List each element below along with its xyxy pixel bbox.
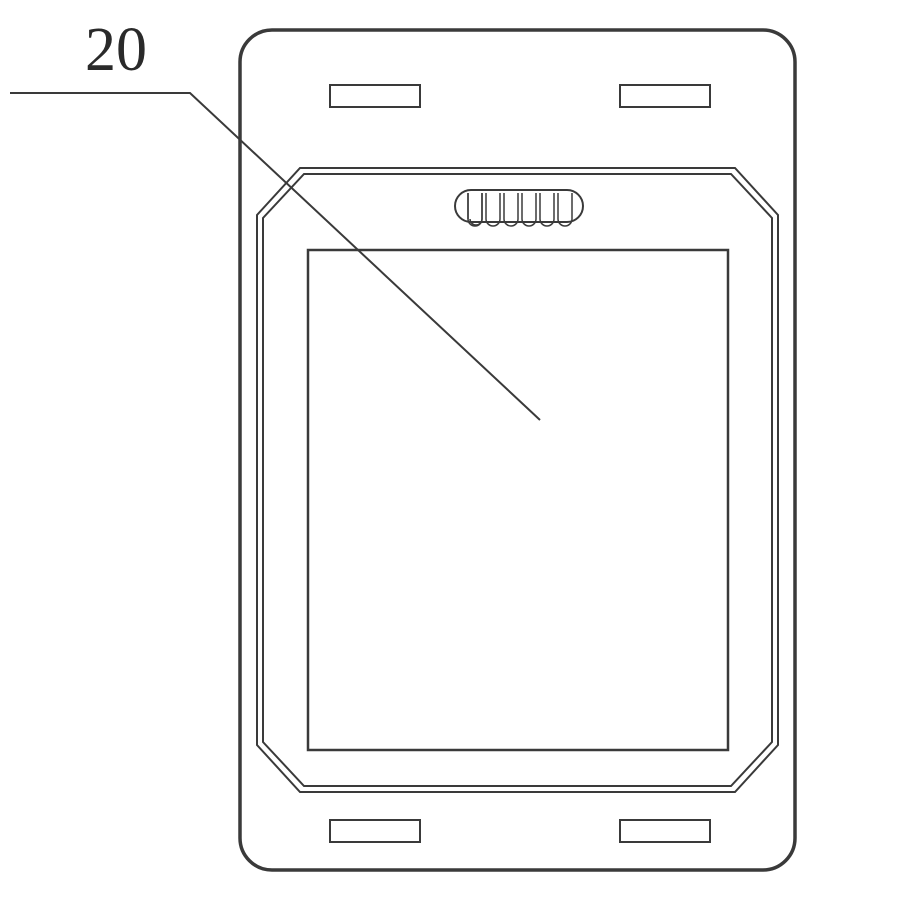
part-label-20: 20: [85, 16, 147, 84]
top-slot-left: [330, 85, 420, 107]
speaker-grille: [455, 190, 583, 226]
inner-panel: [257, 168, 778, 792]
bottom-slots: [330, 820, 710, 842]
display-screen: [308, 250, 728, 750]
leader-line: [10, 93, 540, 420]
bottom-slot-left: [330, 820, 420, 842]
top-slots: [330, 85, 710, 107]
bottom-slot-right: [620, 820, 710, 842]
device-body: [240, 30, 795, 870]
top-slot-right: [620, 85, 710, 107]
technical-diagram: 20: [0, 0, 919, 906]
